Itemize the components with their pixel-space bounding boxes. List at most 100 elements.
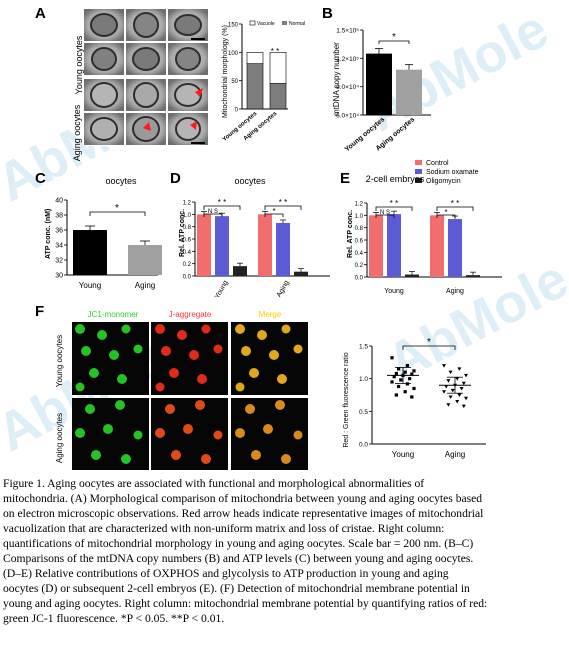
legend-vacuole-swatch — [249, 20, 256, 26]
panel-c-title: oocytes — [105, 176, 137, 186]
data-point — [394, 393, 398, 397]
data-point — [405, 364, 409, 368]
data-point — [403, 370, 407, 374]
col-label-j-aggregate: J-aggregate — [169, 310, 212, 319]
panel-f-xlabel-0: Young — [392, 450, 414, 459]
data-point — [455, 400, 460, 404]
panel-c-yticks: 30 32 34 36 38 40 — [55, 198, 67, 280]
y-tick-label: 0.0 — [359, 442, 368, 449]
panel-e-bars — [369, 210, 480, 277]
red-arrowhead — [143, 122, 151, 131]
bar — [215, 216, 229, 276]
bar — [369, 215, 383, 277]
data-point — [410, 372, 414, 376]
panel-e-sig-aging: * * — [451, 199, 459, 208]
panel-e-sig-single: * — [444, 208, 447, 217]
y-tick-label: 1.5 — [359, 344, 368, 351]
y-tick-label: 40 — [55, 198, 63, 205]
caption-line: Figure 1. Aging oocytes are associated w… — [3, 477, 425, 490]
panel-c-xlabel-0: Young — [79, 281, 101, 290]
panel-label-d: D — [170, 170, 181, 187]
caption-line: quantifications of mitochondrial morphol… — [3, 537, 474, 550]
panel-f-yticks: 0.0 0.5 1.0 1.5 — [359, 344, 372, 449]
y-tick-label: 38 — [55, 213, 63, 220]
panel-e-ylabel: Rel. ATP conc. — [347, 210, 354, 258]
y-tick-label: 0.4 — [183, 250, 192, 256]
panel-f-ylabel: Red : Green fluorescence ratio — [343, 352, 350, 447]
panel-f-images: JC1-monomer J-aggregate Merge Young oocy… — [50, 305, 320, 470]
panel-a-bars — [246, 52, 287, 110]
panel-d-chart: oocytes Rel. ATP conc. 0.0 0.2 0.4 0.6 0.8 1.… — [179, 176, 330, 300]
bar — [73, 230, 107, 275]
legend-oligomycin-label: Oligomycin — [426, 178, 461, 185]
y-tick-label: 0.0 — [355, 276, 364, 282]
group-label-aging-oocytes: Aging oocytes — [72, 104, 82, 162]
panel-b-chart: mtDNA copy number 6.0×10⁴ 9.0×10⁴ 1.2×10⁵ 1… — [332, 28, 431, 153]
data-point — [442, 364, 446, 368]
panel-c-bars — [73, 225, 162, 275]
data-point — [448, 395, 453, 399]
y-tick-label: 0.8 — [355, 226, 364, 232]
cells-young-red — [155, 324, 223, 392]
red-arrowhead — [190, 121, 197, 130]
legend-normal-swatch — [282, 21, 287, 25]
caption-line: Comparisons of the mtDNA copy numbers (B… — [3, 552, 474, 565]
y-tick-label: 0.5 — [359, 409, 368, 416]
y-tick-label: 1.0 — [359, 376, 368, 383]
y-tick-label: 150 — [228, 23, 239, 29]
data-point — [461, 404, 466, 409]
panel-label-b: B — [322, 5, 333, 22]
y-tick-label: 0 — [235, 108, 239, 114]
panel-d-ylabel: Rel. ATP conc. — [179, 209, 186, 257]
data-point — [412, 369, 416, 373]
panel-d-sig-aging: * * — [279, 198, 287, 207]
y-tick-label: 0.8 — [183, 225, 192, 231]
data-point — [446, 403, 451, 407]
legend-normal-label: Normal — [289, 21, 305, 27]
row-label-young: Young oocytes — [55, 335, 64, 387]
caption-line: (D–E) Relative contributions of OXPHOS a… — [3, 567, 449, 580]
bar — [197, 214, 211, 276]
data-point — [450, 388, 455, 393]
legend-oxamate-label: Sodium oxamate — [426, 169, 479, 176]
legend-vacuole-label: Vacuole — [257, 21, 275, 27]
panel-e-xlabel-0: Young — [384, 288, 404, 295]
panel-b-bars — [366, 48, 422, 115]
bar — [233, 266, 247, 276]
legend-oligomycin-swatch — [415, 178, 422, 183]
scale-bar — [191, 142, 205, 144]
bar — [128, 245, 162, 275]
legend-control-label: Control — [426, 160, 449, 167]
figure-caption: Figure 1. Aging oocytes are associated w… — [3, 476, 566, 626]
data-point — [392, 375, 396, 379]
bar — [405, 274, 419, 277]
data-point — [444, 385, 449, 389]
col-label-merge: Merge — [259, 310, 282, 319]
legend-control-swatch — [415, 160, 422, 165]
data-point — [446, 379, 451, 383]
y-tick-label: 1.0 — [183, 213, 192, 219]
panel-a-ylabel: Mitochondrial morphology (%) — [222, 25, 229, 118]
cells-aging-merge — [235, 400, 303, 464]
y-tick-label: 32 — [55, 258, 63, 265]
scale-bar — [191, 38, 205, 40]
panel-d-xlabel-0: Young — [214, 279, 230, 300]
caption-line: mitochondria. (A) Morphological comparis… — [3, 492, 483, 505]
panel-label-a: A — [35, 5, 46, 22]
panel-a-sig: * * — [271, 47, 279, 56]
y-tick-label: 0.6 — [183, 238, 192, 244]
data-point — [390, 356, 394, 360]
bar — [430, 215, 444, 277]
y-tick-label: 9.0×10⁴ — [336, 84, 359, 91]
y-tick-label: 1.2 — [183, 201, 192, 207]
data-point — [390, 380, 394, 384]
y-tick-label: 34 — [55, 243, 63, 250]
bar — [276, 222, 290, 276]
data-point — [397, 384, 401, 389]
panel-c-chart: oocytes ATP conc. (nM) 30 32 34 36 38 40 * Yo… — [45, 176, 162, 290]
data-point — [399, 378, 403, 382]
y-tick-label: 0.2 — [183, 262, 192, 268]
col-label-jc1-monomer: JC1-monomer — [88, 310, 139, 319]
data-point — [442, 390, 446, 394]
group-label-young-oocytes: Young oocytes — [74, 35, 84, 95]
